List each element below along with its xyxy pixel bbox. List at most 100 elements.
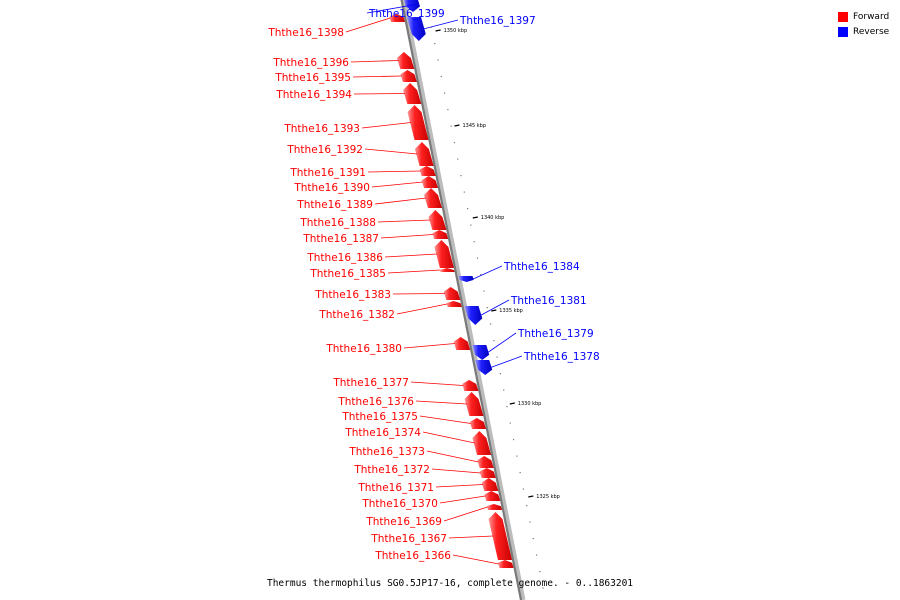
gene-label-ththe16-1372[interactable]: Ththe16_1372	[353, 464, 430, 476]
gene-label-ththe16-1373[interactable]: Ththe16_1373	[348, 446, 425, 458]
gene-label-ththe16-1381[interactable]: Ththe16_1381	[510, 295, 587, 307]
gene-block-ththe16-1379[interactable]	[472, 345, 490, 360]
gene-label-ththe16-1389[interactable]: Ththe16_1389	[296, 199, 373, 211]
tick-dot	[450, 125, 452, 127]
leader-line	[452, 554, 499, 565]
gene-block-ththe16-1382[interactable]	[446, 301, 462, 307]
gene-label-ththe16-1390[interactable]: Ththe16_1390	[293, 182, 370, 194]
tick-dot	[480, 274, 482, 276]
gene-block-ththe16-1367[interactable]	[488, 512, 513, 560]
scale-tick	[491, 309, 497, 312]
tick-dot	[503, 389, 505, 391]
gene-block-ththe16-1371[interactable]	[481, 478, 499, 491]
gene-block-ththe16-1386[interactable]	[434, 240, 454, 268]
gene-block-ththe16-1384[interactable]	[458, 276, 474, 282]
gene-label-ththe16-1380[interactable]: Ththe16_1380	[325, 343, 402, 355]
gene-label-ththe16-1386[interactable]: Ththe16_1386	[306, 252, 383, 264]
gene-label-ththe16-1378[interactable]: Ththe16_1378	[523, 351, 600, 363]
leader-line	[396, 303, 448, 315]
gene-label-ththe16-1369[interactable]: Ththe16_1369	[365, 516, 442, 528]
tick-dot	[463, 191, 465, 193]
gene-block-ththe16-1372[interactable]	[479, 468, 496, 478]
gene-label-ththe16-1382[interactable]: Ththe16_1382	[318, 309, 395, 321]
gene-block-ththe16-1393[interactable]	[407, 105, 429, 140]
gene-block-ththe16-1369[interactable]	[486, 504, 503, 510]
gene-block-ththe16-1373[interactable]	[477, 456, 494, 468]
gene-block-ththe16-1385[interactable]	[439, 268, 455, 272]
gene-label-ththe16-1366[interactable]: Ththe16_1366	[374, 550, 451, 562]
gene-block-ththe16-1375[interactable]	[469, 418, 486, 429]
gene-block-ththe16-1377[interactable]	[462, 380, 479, 391]
gene-label-ththe16-1377[interactable]: Ththe16_1377	[332, 377, 409, 389]
gene-block-ththe16-1389[interactable]	[424, 188, 442, 208]
tick-dot	[509, 422, 511, 424]
gene-label-ththe16-1392[interactable]: Ththe16_1392	[286, 144, 363, 156]
gene-label-ththe16-1383[interactable]: Ththe16_1383	[314, 289, 391, 301]
leader-line	[367, 170, 421, 173]
leader-line	[448, 535, 494, 539]
scale-label: 1335 kbp	[499, 308, 523, 314]
gene-label-ththe16-1388[interactable]: Ththe16_1388	[299, 217, 376, 229]
forward-swatch	[838, 11, 848, 22]
gene-label-ththe16-1393[interactable]: Ththe16_1393	[283, 123, 360, 135]
scale-tick	[435, 29, 441, 32]
gene-block-ththe16-1388[interactable]	[428, 210, 447, 230]
leader-line	[443, 506, 488, 522]
scale-tick	[509, 402, 515, 405]
gene-label-ththe16-1385[interactable]: Ththe16_1385	[309, 268, 386, 280]
gene-label-ththe16-1395[interactable]: Ththe16_1395	[274, 72, 351, 84]
gene-block-ththe16-1374[interactable]	[472, 431, 492, 455]
gene-label-ththe16-1397[interactable]: Ththe16_1397	[459, 15, 536, 27]
gene-label-ththe16-1387[interactable]: Ththe16_1387	[302, 233, 379, 245]
gene-block-ththe16-1366[interactable]	[498, 560, 514, 568]
leader-line	[384, 253, 438, 258]
gene-block-ththe16-1376[interactable]	[464, 392, 484, 416]
gene-block-ththe16-1392[interactable]	[414, 142, 434, 166]
scale-marks: 1350 kbp 1345 kbp 1340 kbp 1335 kbp 1330 kbp…	[435, 28, 560, 500]
gene-block-ththe16-1398[interactable]	[389, 14, 405, 22]
gene-label-ththe16-1396[interactable]: Ththe16_1396	[272, 57, 349, 69]
gene-label-ththe16-1394[interactable]: Ththe16_1394	[275, 89, 352, 101]
legend-reverse: Reverse	[838, 24, 889, 39]
leader-line	[422, 431, 475, 444]
gene-label-ththe16-1370[interactable]: Ththe16_1370	[361, 498, 438, 510]
leader-line	[472, 265, 503, 280]
gene-label-ththe16-1379[interactable]: Ththe16_1379	[517, 328, 594, 340]
tick-dot	[493, 340, 495, 342]
gene-block-ththe16-1395[interactable]	[400, 70, 417, 82]
gene-block-ththe16-1390[interactable]	[421, 176, 438, 188]
gene-label-ththe16-1398[interactable]: Ththe16_1398	[267, 27, 344, 39]
reverse-swatch	[838, 26, 848, 37]
gene-labels: Ththe16_1399 Ththe16_1398 Ththe16_1397 Thth…	[267, 3, 600, 565]
gene-label-ththe16-1375[interactable]: Ththe16_1375	[341, 411, 418, 423]
genome-caption: Thermus thermophilus SG0.5JP17-16, compl…	[266, 578, 634, 589]
axis-shadow	[401, 0, 526, 600]
tick-dot	[532, 538, 534, 540]
gene-block-ththe16-1397[interactable]	[407, 17, 426, 41]
tick-dot	[483, 290, 485, 292]
gene-label-ththe16-1384[interactable]: Ththe16_1384	[503, 261, 580, 273]
tick-dots	[427, 10, 544, 589]
tick-dot	[542, 587, 544, 589]
tick-dot	[512, 439, 515, 441]
tick-dot	[526, 505, 528, 507]
gene-block-ththe16-1383[interactable]	[443, 287, 461, 300]
gene-block-ththe16-1396[interactable]	[396, 52, 415, 69]
gene-label-ththe16-1367[interactable]: Ththe16_1367	[370, 533, 447, 545]
axis-line	[400, 0, 523, 600]
gene-label-ththe16-1371[interactable]: Ththe16_1371	[357, 482, 434, 494]
gene-block-ththe16-1399[interactable]	[403, 0, 420, 12]
gene-label-ththe16-1391[interactable]: Ththe16_1391	[289, 167, 366, 179]
tick-dot	[539, 571, 541, 573]
gene-block-ththe16-1391[interactable]	[419, 166, 436, 176]
gene-block-ththe16-1387[interactable]	[432, 230, 449, 239]
gene-label-ththe16-1374[interactable]: Ththe16_1374	[344, 427, 421, 439]
gene-block-ththe16-1381[interactable]	[464, 306, 483, 325]
gene-block-ththe16-1394[interactable]	[403, 83, 422, 104]
gene-label-ththe16-1376[interactable]: Ththe16_1376	[337, 396, 414, 408]
gene-block-ththe16-1378[interactable]	[475, 360, 493, 375]
gene-block-ththe16-1370[interactable]	[484, 491, 501, 501]
gene-label-ththe16-1399[interactable]: Ththe16_1399	[368, 8, 445, 20]
gene-block-ththe16-1380[interactable]	[453, 337, 471, 350]
